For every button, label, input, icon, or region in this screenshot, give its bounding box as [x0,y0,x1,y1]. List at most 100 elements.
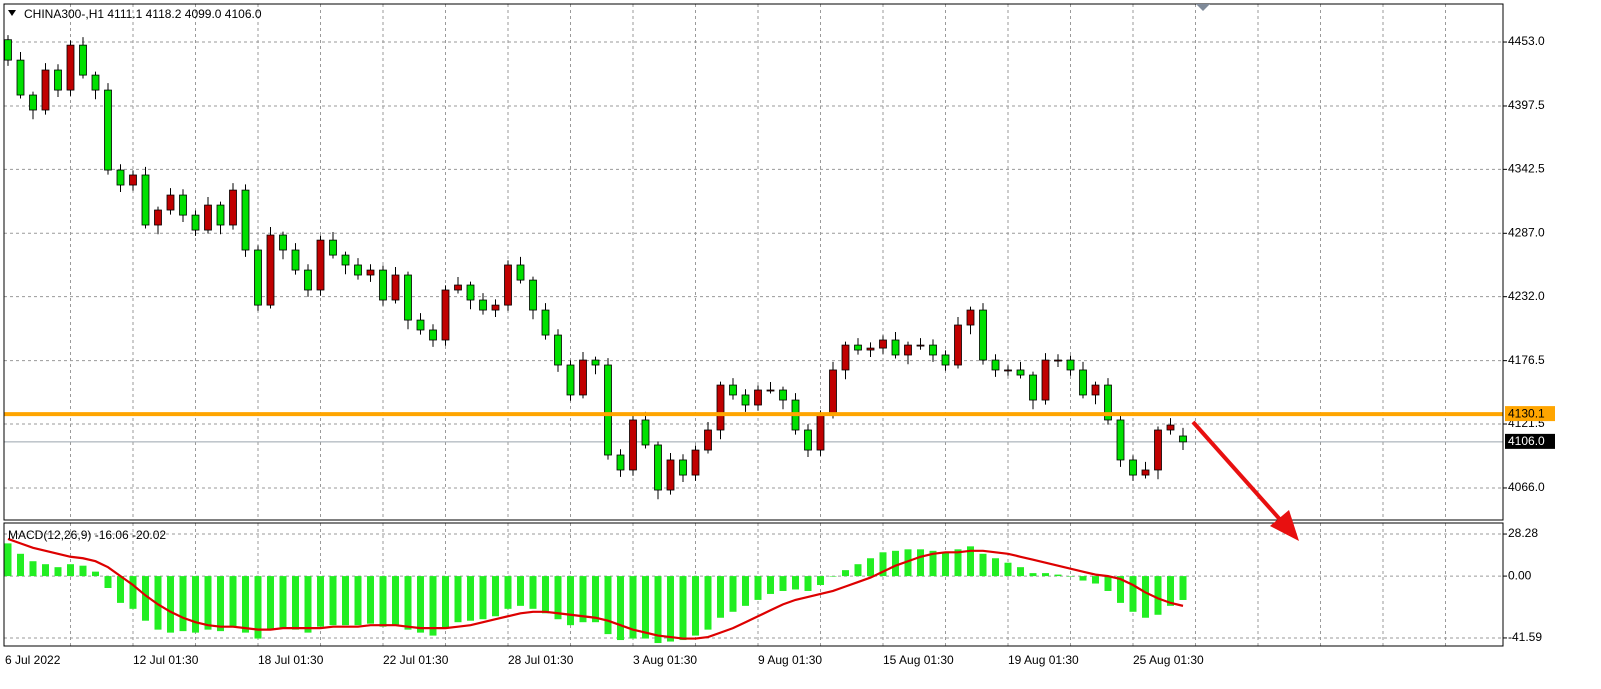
macd-bar [729,576,737,612]
candle-body [1104,384,1112,421]
macd-bar [129,576,137,609]
candle-body [129,174,137,186]
plot-layer [4,35,1503,644]
candle-body [166,194,175,211]
x-tick-label: 19 Aug 01:30 [1008,653,1079,667]
macd-bar [367,576,374,624]
y-tick-label: 4176.5 [1508,353,1545,367]
candle-body [416,319,425,331]
y-tick-label: 4397.5 [1508,98,1545,112]
candle-body [966,309,975,326]
macd-bar [1104,576,1112,591]
macd-bar [254,576,262,639]
macd-bar [117,576,124,603]
arrow-shaft [1191,420,1286,526]
y-tick-label: 4232.0 [1508,289,1545,303]
candle-body [716,384,725,431]
macd-bar [104,576,112,588]
macd-bar [1054,574,1062,577]
candle-body [766,389,775,392]
macd-bar [267,576,274,630]
candle-body [1091,384,1100,396]
macd-panel-frame [3,522,1504,647]
candle-body [454,284,462,291]
macd-bar [292,576,299,630]
candle-body [691,449,700,476]
macd-bar [1117,576,1124,603]
macd-bar [879,552,887,577]
candle-body [866,347,875,351]
macd-bar [654,576,662,644]
macd-bar [667,576,674,642]
candle-body [754,389,762,406]
candle-body [379,269,387,301]
candle-body [954,324,962,366]
macd-bar [404,576,412,630]
macd-bar [1129,576,1137,612]
candle-body [904,344,912,356]
trend-arrow [1191,420,1299,541]
candle-body [29,94,37,111]
macd-bar [304,576,312,633]
candle-body [329,239,337,256]
candle-body [566,364,575,396]
x-tick-label: 9 Aug 01:30 [758,653,822,667]
macd-bar [892,550,899,577]
y-tick-label: 4342.5 [1508,162,1545,176]
candle-body [204,204,212,231]
x-tick-label: 22 Jul 01:30 [383,653,449,667]
menu-triangle [8,10,16,16]
signal-line [7,537,1184,640]
macd-bar [17,553,24,577]
macd-bar [4,543,12,577]
macd-bar [492,576,499,617]
macd-bar [754,576,762,600]
macd-bar [1004,562,1012,577]
macd-bar [592,576,599,623]
macd-bar [479,576,487,620]
candle-body [941,354,950,366]
candle-body [16,59,25,96]
candle-body [991,359,1000,371]
candle-body [504,264,512,306]
macd-bar [567,576,574,626]
candle-body [1004,369,1012,372]
macd-bar [379,576,387,627]
y-tick-label: -41.59 [1508,630,1542,644]
price-panel-frame [3,3,1504,521]
candle-body [529,279,537,311]
macd-bar [1017,567,1024,577]
macd-bar [417,576,424,633]
macd-bar [954,549,962,577]
macd-bar [817,576,824,586]
macd-bar [579,576,587,623]
macd-bar [179,576,187,632]
candle-body [391,274,400,301]
candle-body [1054,359,1062,362]
candle-body [116,169,125,186]
candle-body [266,234,275,306]
x-tick-label: 18 Jul 01:30 [258,653,324,667]
candle-body [41,69,50,111]
candle-body [1141,469,1150,476]
candle-body [829,369,837,416]
level-label: 4130.1 [1508,406,1545,420]
x-tick-label: 6 Jul 2022 [5,653,61,667]
candle-body [741,394,750,406]
candle-body [291,249,300,271]
macd-bar [854,564,862,577]
macd-bar [167,576,174,633]
candle-body [616,454,625,471]
macd-bar [154,576,162,630]
macd-bar [504,576,512,609]
x-tick-label: 12 Jul 01:30 [133,653,199,667]
candle-body [404,274,412,321]
candle-body [729,384,737,396]
x-tick-label: 3 Aug 01:30 [633,653,697,667]
candle-body [229,189,237,226]
macd-bar [792,576,799,590]
macd-bar [192,576,199,633]
macd-bar [142,576,149,621]
macd-title: MACD(12,26,9) -16.06 -20.02 [8,528,166,542]
